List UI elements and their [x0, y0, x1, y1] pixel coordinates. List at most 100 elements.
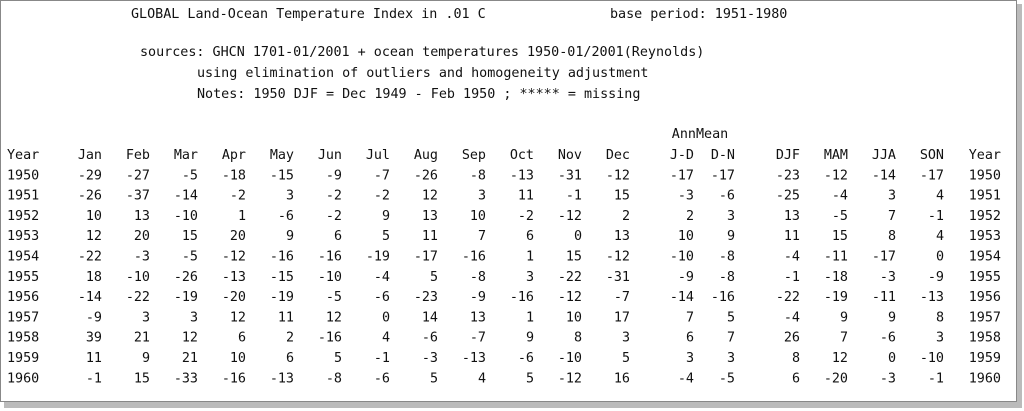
- cell: -5: [832, 209, 848, 224]
- cell: 7: [840, 331, 848, 346]
- cell: -23: [414, 290, 438, 305]
- cell: -6: [278, 209, 294, 224]
- cell: -22: [776, 290, 800, 305]
- cell: -13: [222, 270, 246, 285]
- cell: -4: [374, 270, 390, 285]
- cell: 11: [278, 310, 294, 325]
- cell: -22: [126, 290, 150, 305]
- cell: 10: [678, 229, 694, 244]
- cell: -9: [326, 168, 342, 183]
- cell: 4: [478, 371, 486, 386]
- cell: -14: [78, 290, 102, 305]
- cell: 6: [792, 371, 800, 386]
- cell: 1953: [7, 229, 39, 244]
- cell: -22: [558, 270, 582, 285]
- cell: -10: [174, 209, 198, 224]
- cell: -12: [558, 290, 582, 305]
- cell: 5: [382, 229, 390, 244]
- column-header: Apr: [222, 148, 246, 163]
- column-header: Aug: [414, 148, 438, 163]
- cell: -16: [318, 331, 342, 346]
- cell: 10: [470, 209, 486, 224]
- cell: -37: [126, 189, 150, 204]
- cell: 12: [326, 310, 342, 325]
- column-header: J-D: [670, 148, 694, 163]
- column-header: Sep: [462, 148, 486, 163]
- method: using elimination of outliers and homoge…: [197, 66, 648, 81]
- cell: -25: [776, 189, 800, 204]
- cell: 1957: [969, 310, 1001, 325]
- cell: -17: [872, 250, 896, 265]
- cell: 9: [727, 229, 735, 244]
- cell: -5: [719, 371, 735, 386]
- cell: 10: [86, 209, 102, 224]
- cell: -13: [270, 371, 294, 386]
- cell: -33: [174, 371, 198, 386]
- cell: 17: [614, 310, 630, 325]
- cell: 0: [936, 250, 944, 265]
- cell: -16: [318, 250, 342, 265]
- cell: 1959: [969, 351, 1001, 366]
- cell: 3: [478, 189, 486, 204]
- cell: 1952: [969, 209, 1001, 224]
- cell: -3: [422, 351, 438, 366]
- cell: -10: [318, 270, 342, 285]
- cell: -8: [719, 270, 735, 285]
- cell: 1954: [7, 250, 39, 265]
- cell: -10: [920, 351, 944, 366]
- column-header: SON: [920, 148, 944, 163]
- cell: -26: [78, 189, 102, 204]
- cell: 3: [286, 189, 294, 204]
- cell: -20: [824, 371, 848, 386]
- cell: 15: [182, 229, 198, 244]
- cell: -19: [270, 290, 294, 305]
- cell: -17: [920, 168, 944, 183]
- cell: -3: [880, 270, 896, 285]
- cell: 3: [727, 351, 735, 366]
- cell: 10: [230, 351, 246, 366]
- cell: 5: [334, 351, 342, 366]
- cell: 0: [382, 310, 390, 325]
- cell: -6: [719, 189, 735, 204]
- cell: 3: [190, 310, 198, 325]
- column-header: Dec: [606, 148, 630, 163]
- cell: 20: [230, 229, 246, 244]
- cell: -19: [824, 290, 848, 305]
- cell: 4: [936, 189, 944, 204]
- cell: 9: [840, 310, 848, 325]
- cell: 12: [182, 331, 198, 346]
- cell: -12: [222, 250, 246, 265]
- cell: -29: [78, 168, 102, 183]
- notes: Notes: 1950 DJF = Dec 1949 - Feb 1950 ; …: [197, 87, 640, 102]
- cell: 18: [86, 270, 102, 285]
- cell: 3: [686, 351, 694, 366]
- cell: 13: [134, 209, 150, 224]
- cell: -4: [784, 310, 800, 325]
- cell: -27: [126, 168, 150, 183]
- cell: -23: [776, 168, 800, 183]
- cell: 7: [727, 331, 735, 346]
- cell: 9: [286, 229, 294, 244]
- cell: 4: [936, 229, 944, 244]
- cell: 6: [286, 351, 294, 366]
- cell: -19: [366, 250, 390, 265]
- cell: -12: [824, 168, 848, 183]
- cell: 1956: [7, 290, 39, 305]
- cell: -6: [374, 290, 390, 305]
- column-header: Jul: [366, 148, 390, 163]
- cell: 5: [430, 270, 438, 285]
- cell: -1: [784, 270, 800, 285]
- cell: -17: [670, 168, 694, 183]
- cell: 3: [526, 270, 534, 285]
- cell: -9: [86, 310, 102, 325]
- cell: -5: [326, 290, 342, 305]
- group-header: AnnMean: [672, 127, 728, 142]
- cell: 5: [622, 351, 630, 366]
- cell: -17: [414, 250, 438, 265]
- cell: -8: [326, 371, 342, 386]
- cell: -2: [374, 189, 390, 204]
- column-header: Oct: [510, 148, 534, 163]
- cell: 1955: [969, 270, 1001, 285]
- cell: 9: [888, 310, 896, 325]
